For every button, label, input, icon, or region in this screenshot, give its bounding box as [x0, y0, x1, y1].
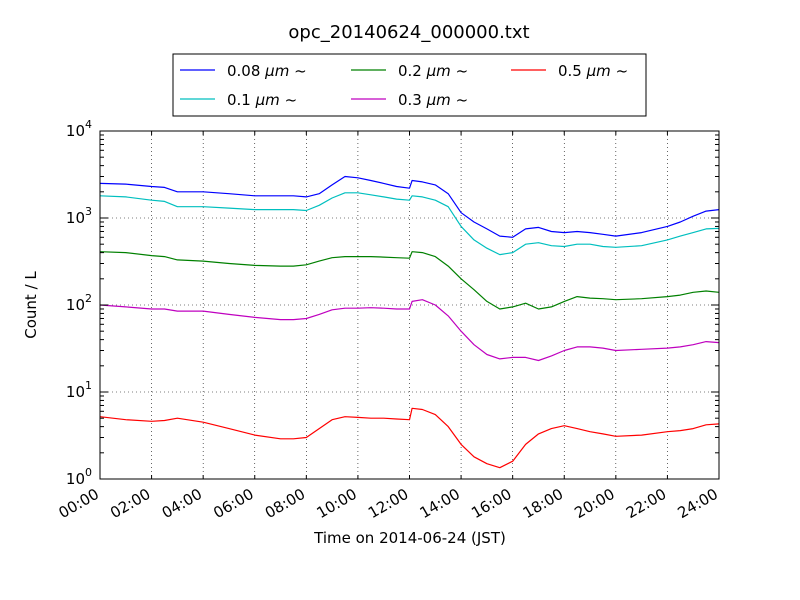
y-tick-label: 104 [66, 118, 92, 140]
legend-name: 0.1 [227, 91, 256, 109]
series-line-2 [99, 251, 720, 310]
legend-suffix: ~ [456, 91, 469, 109]
x-tick-label: 24:00 [675, 485, 721, 522]
legend-suffix: ~ [456, 62, 469, 80]
y-tick-exponent: 1 [85, 379, 92, 392]
legend-name: 0.2 [398, 62, 427, 80]
legend-box [172, 53, 647, 117]
legend-label-2: 0.2 μm ~ [398, 62, 468, 80]
legend-unit: μm [586, 62, 616, 80]
series-line-4 [99, 407, 720, 469]
chart-title: opc_20140624_000000.txt [288, 22, 529, 43]
x-tick-label: 02:00 [107, 485, 153, 522]
x-tick-label: 06:00 [210, 485, 256, 522]
legend-suffix: ~ [285, 91, 298, 109]
y-tick-base: 10 [66, 296, 85, 314]
y-tick-label: 102 [66, 292, 92, 314]
y-tick-base: 10 [66, 470, 85, 488]
grid [100, 131, 719, 479]
y-axis-label: Count / L [22, 271, 40, 339]
legend-name: 0.08 [227, 62, 265, 80]
x-tick-label: 20:00 [571, 485, 617, 522]
y-tick-label: 100 [66, 466, 92, 488]
y-tick-exponent: 2 [85, 292, 92, 305]
legend-name: 0.3 [398, 91, 427, 109]
legend-label-1: 0.1 μm ~ [227, 91, 297, 109]
y-tick-base: 10 [66, 122, 85, 140]
series-line-3 [99, 299, 720, 362]
legend: 0.08 μm ~0.1 μm ~0.2 μm ~0.3 μm ~0.5 μm … [172, 53, 647, 117]
legend-unit: μm [255, 91, 285, 109]
y-tick-exponent: 4 [85, 118, 92, 131]
legend-label-4: 0.5 μm ~ [558, 62, 628, 80]
series-layer [99, 175, 720, 469]
x-tick-label: 04:00 [159, 485, 205, 522]
legend-unit: μm [426, 91, 456, 109]
x-tick-label: 18:00 [520, 485, 566, 522]
x-tick-label: 16:00 [468, 485, 514, 522]
y-tick-label: 103 [66, 205, 92, 227]
series-line-1 [99, 192, 720, 256]
y-tick-base: 10 [66, 383, 85, 401]
legend-suffix: ~ [616, 62, 629, 80]
x-axis-label: Time on 2014-06-24 (JST) [313, 529, 506, 547]
series-line-0 [99, 175, 720, 238]
y-tick-exponent: 0 [85, 466, 92, 479]
x-tick-label: 22:00 [623, 485, 669, 522]
legend-label-3: 0.3 μm ~ [398, 91, 468, 109]
x-tick-label: 08:00 [262, 485, 308, 522]
legend-unit: μm [426, 62, 456, 80]
legend-suffix: ~ [294, 62, 307, 80]
x-tick-label: 14:00 [417, 485, 463, 522]
y-tick-label: 101 [66, 379, 92, 401]
y-tick-base: 10 [66, 209, 85, 227]
legend-label-0: 0.08 μm ~ [227, 62, 307, 80]
legend-unit: μm [264, 62, 294, 80]
x-axis: 00:00 02:00 04:00 06:00 08:00 10:00 12:00 14:00… [56, 131, 721, 522]
x-tick-label: 10:00 [313, 485, 359, 522]
legend-name: 0.5 [558, 62, 587, 80]
x-tick-label: 12:00 [365, 485, 411, 522]
x-tick-label: 00:00 [56, 485, 102, 522]
y-tick-exponent: 3 [85, 205, 92, 218]
